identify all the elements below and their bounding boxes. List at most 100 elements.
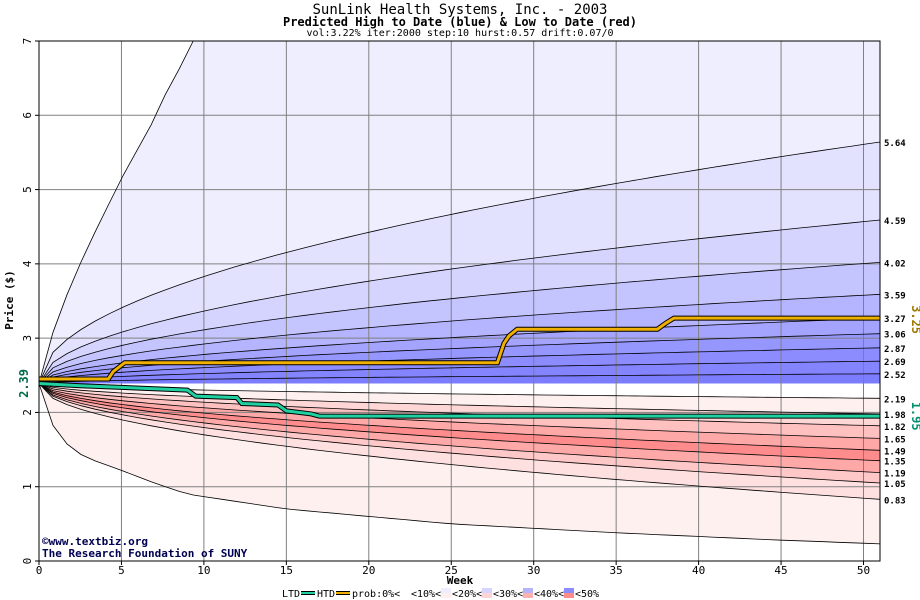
legend-label-p40: <40%< xyxy=(534,589,564,600)
legend-swatch-high-p40 xyxy=(523,588,533,593)
high-quantile-label: 2.87 xyxy=(884,345,906,355)
high-band xyxy=(39,318,880,384)
chart-subtitle: Predicted High to Date (blue) & Low to D… xyxy=(282,15,637,29)
legend-swatch-low-p40 xyxy=(523,593,533,598)
low-band xyxy=(39,383,880,439)
x-tick-label: 5 xyxy=(118,564,125,577)
quantile-curve xyxy=(38,383,881,439)
high-band xyxy=(39,262,880,384)
y-tick-label: 1 xyxy=(21,483,34,490)
high-quantile-label: 2.52 xyxy=(884,371,906,381)
low-to-date-line xyxy=(38,382,880,418)
y-tick-label: 4 xyxy=(21,260,34,267)
high-band xyxy=(39,220,880,384)
high-band xyxy=(39,361,880,384)
date-series xyxy=(38,315,880,419)
quantile-curve xyxy=(38,317,881,384)
high-final-label: 3.25 xyxy=(909,305,920,334)
x-tick-label: 40 xyxy=(692,564,705,577)
high-band xyxy=(39,373,880,384)
low-quantile-label: 1.98 xyxy=(884,411,906,421)
legend-swatch-low-p50 xyxy=(564,593,574,598)
low-band xyxy=(39,383,880,451)
quantile-curve xyxy=(38,141,881,384)
quantile-curve xyxy=(38,262,881,384)
low-band xyxy=(39,383,880,483)
x-axis-label: Week xyxy=(447,574,474,587)
legend-swatch-low-p20 xyxy=(441,593,451,598)
y-tick-label: 5 xyxy=(21,186,34,193)
low-quantile-label: 1.65 xyxy=(884,435,906,445)
y-tick-label: 2 xyxy=(21,409,34,416)
quantile-curve xyxy=(38,383,881,415)
legend-label-ltd: LTD xyxy=(282,589,300,600)
high-quantile-label: 3.06 xyxy=(884,331,906,341)
quantile-curve xyxy=(38,360,881,384)
legend-label-p10: <10%< xyxy=(411,589,441,600)
value-labels: 5.64 4.59 4.02 3.59 3.27 3.06 2.87 2.69 2.52 2.19… xyxy=(17,139,920,506)
high-quantile-label: 3.59 xyxy=(884,291,906,301)
x-tick-label: 0 xyxy=(36,564,43,577)
x-tick-label: 35 xyxy=(610,564,623,577)
chart-params: vol:3.22% iter:2000 step:10 hurst:0.57 d… xyxy=(306,28,614,39)
y-tick-label: 6 xyxy=(21,112,34,119)
high-band xyxy=(39,142,880,384)
quantile-curve xyxy=(38,383,881,473)
low-band xyxy=(39,383,880,544)
high-to-date-line xyxy=(39,316,880,381)
legend-swatch-high-p20 xyxy=(441,588,451,593)
quantile-curve xyxy=(38,383,881,484)
quantile-curve xyxy=(38,383,881,462)
high-quantile-label: 4.59 xyxy=(884,217,906,227)
low-quantile-label: 1.49 xyxy=(884,447,906,457)
quantile-curve xyxy=(38,383,881,451)
legend-swatch-low-p10 xyxy=(400,593,410,598)
quantile-curve xyxy=(38,219,881,384)
high-quantile-label: 5.64 xyxy=(884,139,906,149)
quantile-curve xyxy=(38,293,881,384)
legend-label-prob: prob:0%< xyxy=(352,589,400,600)
low-final-label: 1.95 xyxy=(909,402,920,431)
legend: LTD HTD prob:0%< <10%< <20%< <30%< <40%< <50% xyxy=(282,588,599,600)
legend-swatch-high-p10 xyxy=(400,588,410,593)
legend-label-htd: HTD xyxy=(317,589,335,600)
legend-swatch-low-p30 xyxy=(482,593,492,598)
high-quantile-label: 2.69 xyxy=(884,358,906,368)
low-quantile-label: 1.82 xyxy=(884,423,906,433)
low-quantile-label: 1.05 xyxy=(884,480,906,490)
quantile-curve xyxy=(38,373,881,384)
y-tick-label: 0 xyxy=(21,558,34,565)
x-tick-label: 10 xyxy=(197,564,210,577)
low-band xyxy=(39,383,880,473)
legend-label-p30: <30%< xyxy=(493,589,523,600)
low-band xyxy=(39,383,880,399)
low-band xyxy=(39,383,880,500)
legend-swatch-high-p50 xyxy=(564,588,574,593)
x-tick-label: 20 xyxy=(362,564,375,577)
high-band xyxy=(39,347,880,384)
legend-swatch-high-p30 xyxy=(482,588,492,593)
x-tick-label: 50 xyxy=(857,564,870,577)
legend-label-p50: <50% xyxy=(575,589,599,600)
quantile-curve xyxy=(38,383,881,545)
plot-frame xyxy=(38,40,881,562)
high-band xyxy=(39,41,880,384)
x-tick-label: 45 xyxy=(774,564,787,577)
x-tick-label: 15 xyxy=(280,564,293,577)
legend-label-p20: <20%< xyxy=(452,589,482,600)
chart-title: SunLink Health Systems, Inc. - 2003 xyxy=(312,2,608,18)
low-quantile-label: 2.19 xyxy=(884,395,906,405)
high-band xyxy=(39,333,880,384)
y-tick-label: 3 xyxy=(21,335,34,342)
low-quantile-label: 0.83 xyxy=(884,496,906,506)
low-quantile-label: 1.35 xyxy=(884,458,906,468)
credit-line-2: The Research Foundation of SUNY xyxy=(42,547,248,560)
quantile-curve xyxy=(38,383,881,500)
high-quantile-label: 3.27 xyxy=(884,315,906,325)
quantile-curve xyxy=(38,347,881,384)
high-band xyxy=(39,294,880,384)
y-tick-label: 7 xyxy=(21,38,34,45)
quantile-curve xyxy=(38,383,881,427)
